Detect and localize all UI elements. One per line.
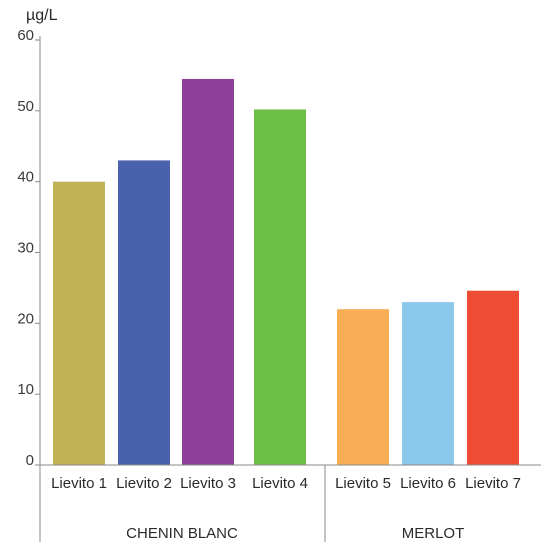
bar	[118, 160, 170, 465]
bar	[254, 109, 306, 466]
category-label: Lievito 3	[180, 475, 236, 492]
y-tick-label: 50	[17, 98, 34, 115]
axes	[39, 36, 541, 542]
bar	[53, 181, 105, 465]
category-label: Lievito 1	[51, 475, 107, 492]
bar	[467, 290, 519, 465]
y-tick-label: 60	[17, 27, 34, 44]
bar	[182, 78, 234, 465]
group-label: MERLOT	[402, 525, 465, 542]
bars	[53, 78, 519, 466]
category-label: Lievito 2	[116, 475, 172, 492]
category-labels: Lievito 1 Lievito 2 Lievito 3 Lievito 4 Liev…	[51, 475, 521, 492]
y-tick-label: 20	[17, 310, 34, 327]
category-label: Lievito 5	[335, 475, 391, 492]
group-labels: CHENIN BLANC MERLOT	[126, 465, 464, 542]
y-axis-unit-label: µg/L	[26, 7, 58, 24]
group-label: CHENIN BLANC	[126, 525, 238, 542]
category-label: Lievito 7	[465, 475, 521, 492]
category-label: Lievito 6	[400, 475, 456, 492]
bar	[402, 302, 454, 465]
y-tick-label: 30	[17, 240, 34, 257]
bar	[337, 309, 389, 465]
y-tick-label: 0	[26, 452, 34, 469]
y-tick-label: 10	[17, 381, 34, 398]
y-tick-label: 40	[17, 169, 34, 186]
y-axis-ticks: 0 10 20 30 40 50 60	[17, 27, 40, 469]
category-label: Lievito 4	[252, 475, 308, 492]
